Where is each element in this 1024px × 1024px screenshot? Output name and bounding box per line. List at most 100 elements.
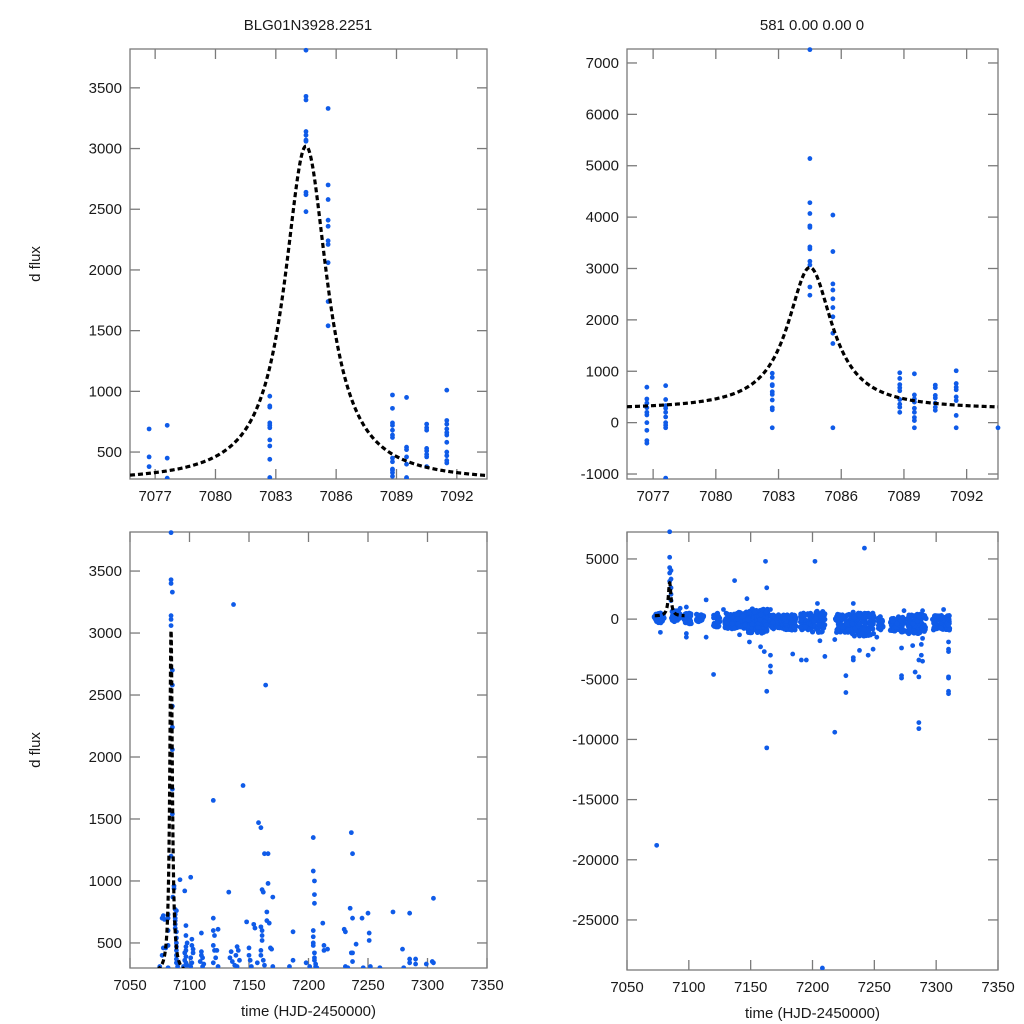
- y-tick-label: 1500: [89, 811, 122, 828]
- data-point: [174, 956, 179, 962]
- data-point: [667, 529, 673, 535]
- model-curve: [654, 580, 685, 618]
- data-point: [835, 627, 841, 633]
- y-tick-label: 7000: [586, 55, 619, 72]
- data-point: [390, 435, 395, 440]
- data-point: [229, 959, 235, 964]
- data-point: [424, 421, 430, 427]
- data-point: [407, 960, 413, 966]
- data-point: [431, 960, 436, 966]
- x-tick-label: 7080: [699, 488, 732, 505]
- data-point: [819, 965, 825, 970]
- data-point: [744, 596, 750, 602]
- data-point: [240, 783, 246, 788]
- data-point: [174, 908, 179, 914]
- data-point: [764, 628, 770, 634]
- data-point: [260, 889, 266, 895]
- data-point: [644, 384, 650, 390]
- data-point: [325, 182, 331, 188]
- data-point: [183, 923, 189, 929]
- x-tick-label: 7250: [858, 979, 891, 996]
- data-point: [953, 398, 959, 403]
- data-point: [817, 638, 823, 644]
- data-point: [830, 341, 836, 346]
- y-tick-label: -10000: [572, 731, 619, 748]
- data-point: [390, 455, 395, 461]
- data-point: [911, 371, 917, 377]
- data-point: [770, 613, 776, 619]
- data-point: [226, 889, 232, 895]
- data-point: [918, 652, 924, 658]
- data-point: [431, 895, 436, 901]
- data-point: [325, 242, 331, 247]
- data-point: [312, 900, 317, 906]
- data-point: [348, 830, 354, 836]
- data-point: [188, 955, 194, 961]
- data-point: [168, 623, 174, 628]
- model-curve: [130, 144, 488, 478]
- data-point: [832, 637, 838, 642]
- x-tick-label: 7150: [232, 977, 265, 994]
- x-tick-label: 7150: [734, 979, 767, 996]
- x-tick-label: 7089: [380, 488, 413, 505]
- data-point: [768, 607, 773, 612]
- data-point: [822, 654, 828, 659]
- data-point: [899, 629, 905, 635]
- data-point: [254, 960, 260, 966]
- data-point: [258, 924, 264, 930]
- data-point: [849, 631, 856, 637]
- data-point: [758, 644, 763, 650]
- data-point: [807, 292, 813, 298]
- data-point: [769, 391, 775, 397]
- data-point: [342, 929, 348, 935]
- y-tick-label: 2500: [89, 201, 122, 218]
- data-point: [870, 646, 876, 652]
- data-point: [188, 874, 194, 880]
- data-point: [798, 657, 804, 663]
- data-point: [725, 625, 731, 631]
- data-point: [214, 947, 220, 953]
- data-point: [830, 305, 836, 310]
- data-point: [367, 964, 373, 968]
- data-point: [734, 616, 741, 622]
- y-tick-label: 6000: [586, 106, 619, 123]
- data-point: [716, 623, 722, 629]
- data-point: [657, 629, 663, 635]
- data-point: [735, 621, 741, 627]
- data-point: [850, 601, 856, 606]
- data-point: [917, 629, 923, 636]
- x-tick-label: 7300: [919, 979, 952, 996]
- data-point: [258, 952, 264, 958]
- data-point: [270, 894, 276, 900]
- x-tick-label: 7300: [411, 977, 444, 994]
- data-point: [694, 611, 700, 618]
- data-point: [946, 649, 951, 655]
- data-point: [265, 881, 271, 886]
- data-point: [231, 602, 236, 607]
- data-point: [263, 682, 269, 688]
- data-point: [303, 97, 309, 103]
- data-point: [310, 943, 316, 948]
- data-point: [303, 209, 309, 215]
- data-point: [868, 621, 874, 628]
- data-point: [932, 395, 938, 401]
- data-point: [303, 93, 309, 99]
- data-point: [444, 421, 450, 427]
- data-point: [174, 940, 179, 946]
- x-tick-label: 7200: [796, 979, 829, 996]
- data-point: [310, 934, 316, 940]
- data-point: [912, 669, 918, 675]
- x-tick-label: 7089: [887, 488, 920, 505]
- data-point: [843, 690, 849, 695]
- data-point: [783, 626, 789, 633]
- data-point: [177, 877, 183, 883]
- data-point: [920, 635, 925, 641]
- data-point: [802, 612, 808, 618]
- data-point: [732, 578, 737, 584]
- data-point: [807, 246, 813, 252]
- y-tick-label: 3000: [89, 625, 122, 642]
- data-point: [182, 888, 188, 894]
- data-point: [251, 921, 257, 927]
- data-point: [213, 955, 219, 961]
- x-tick-label: 7077: [138, 488, 171, 505]
